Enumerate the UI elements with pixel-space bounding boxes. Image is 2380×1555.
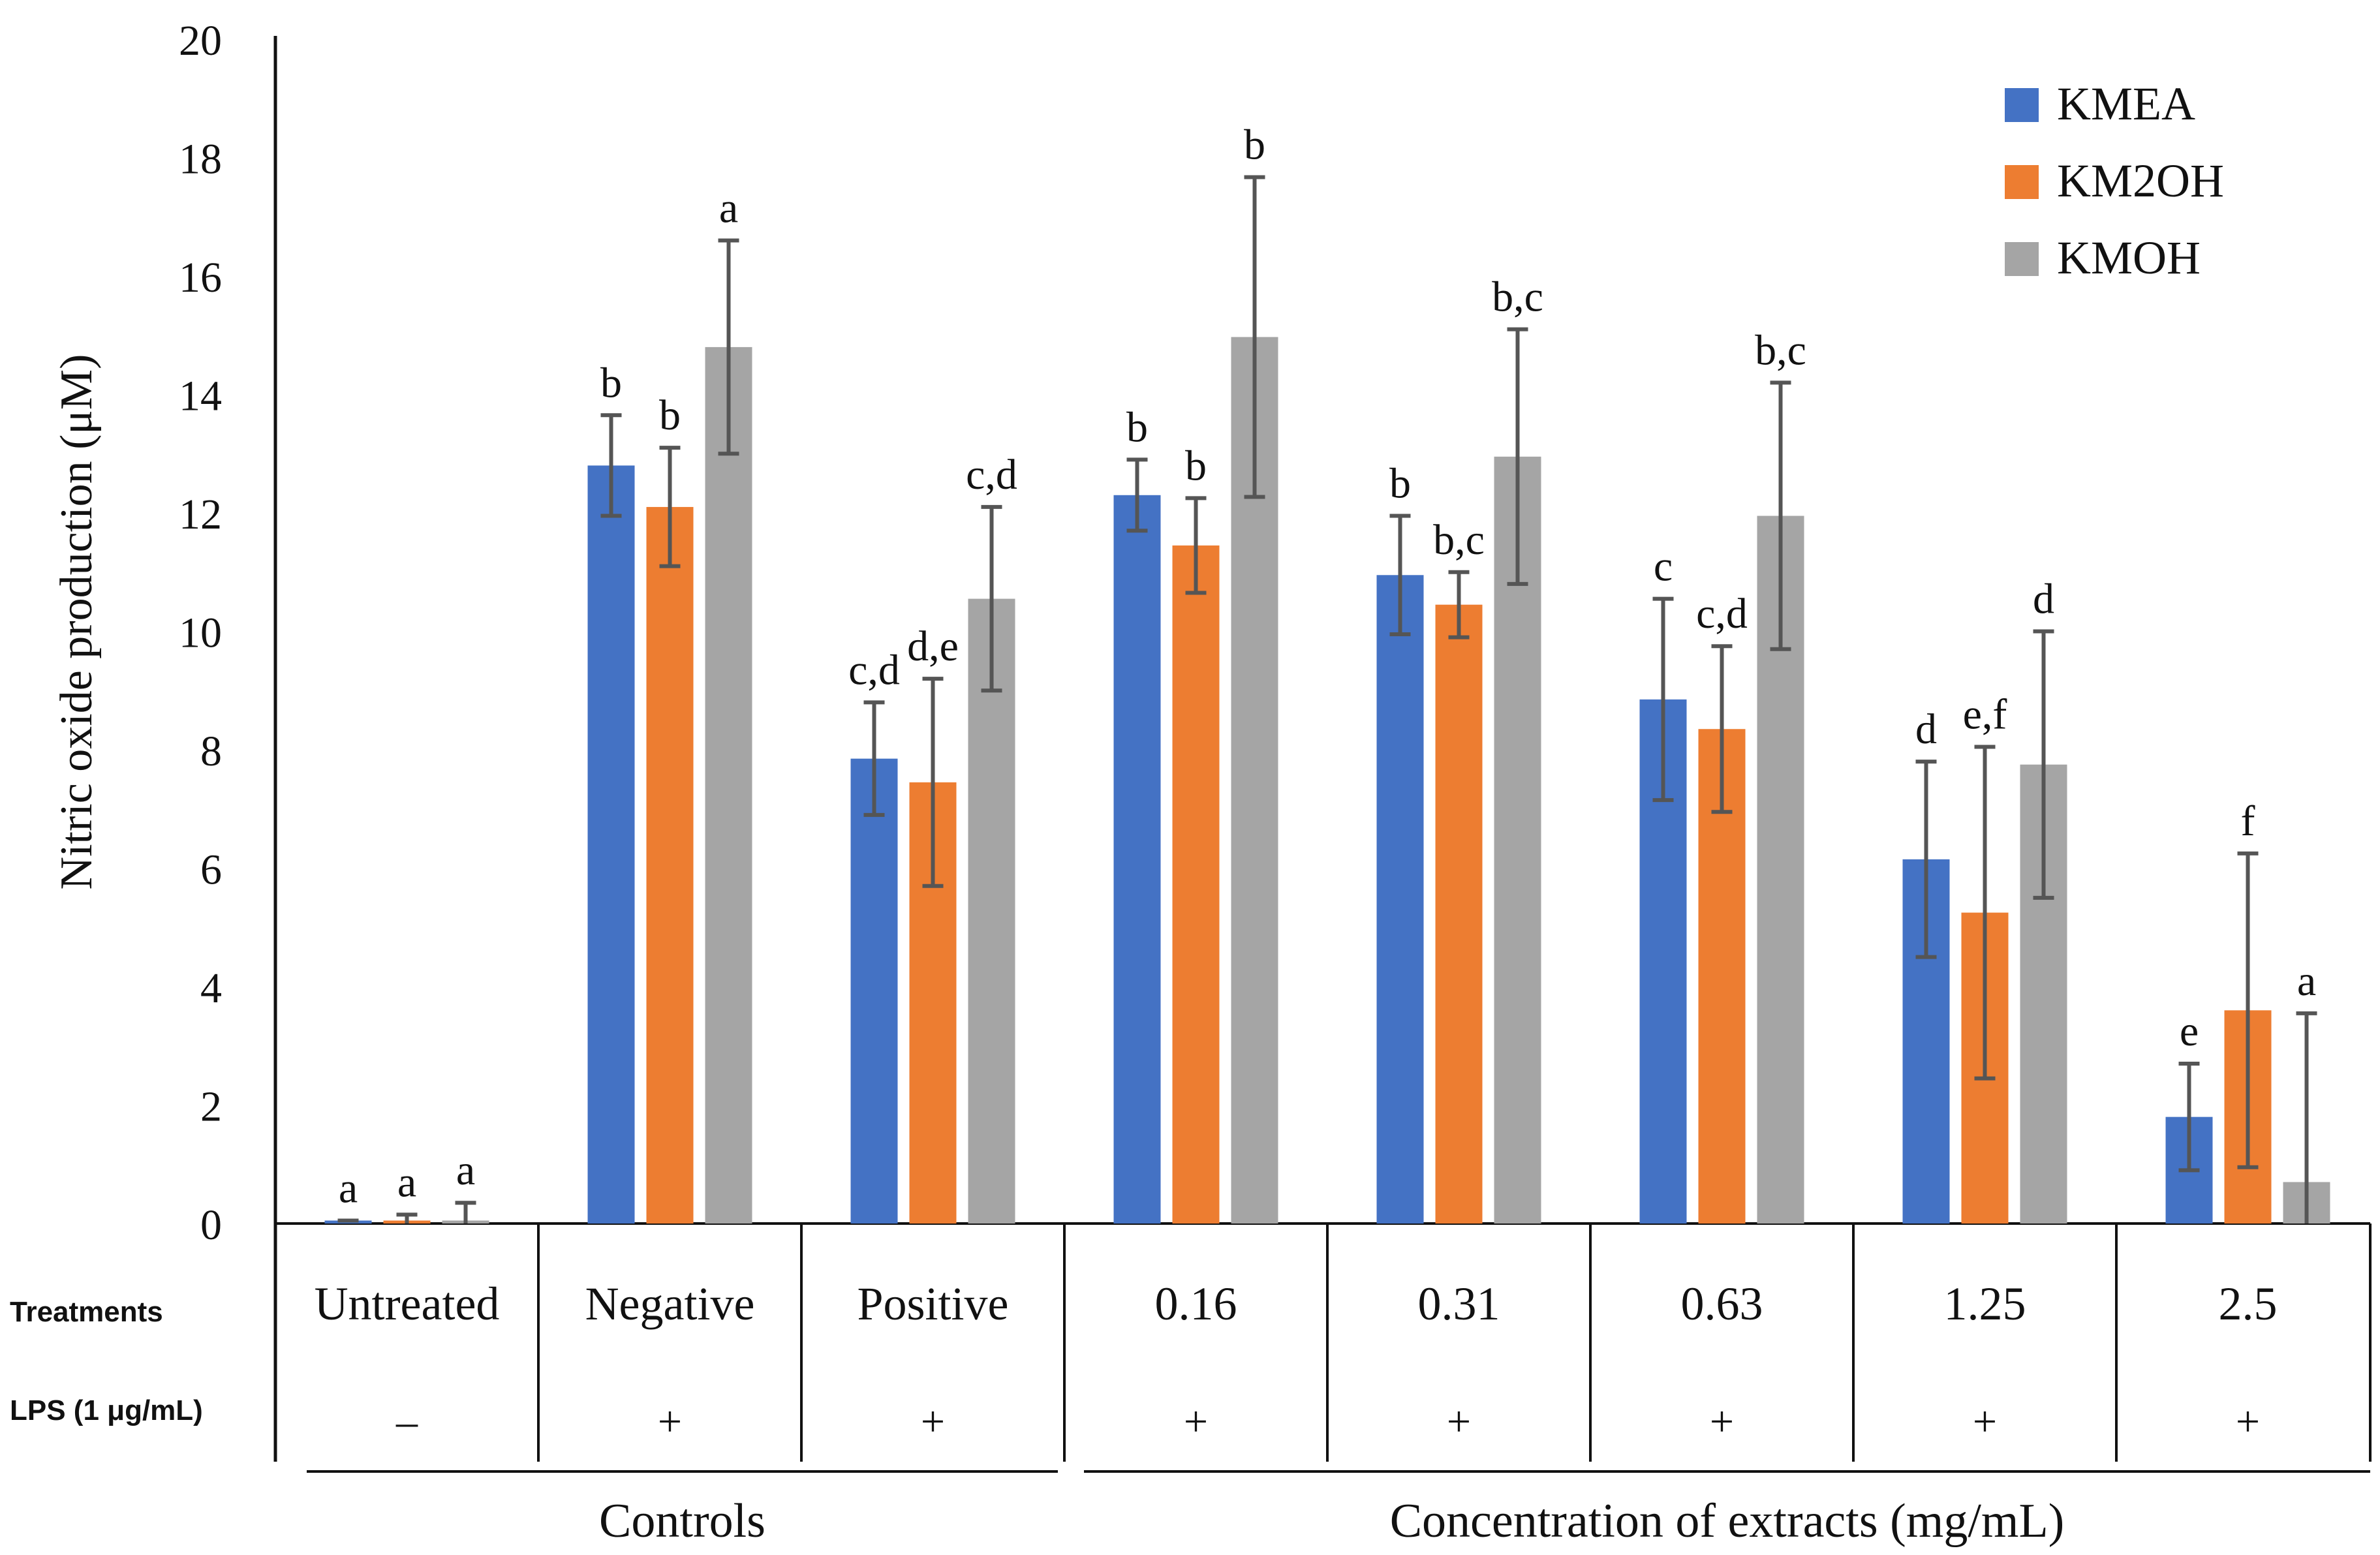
lps-mark: – (395, 1398, 418, 1445)
significance-letter: c,d (1696, 590, 1748, 638)
significance-letter: a (2297, 957, 2316, 1005)
row-label-lps: LPS (1 μg/mL) (10, 1394, 203, 1426)
legend: KMEA KM2OH KMOH (2005, 78, 2224, 284)
category-label: Positive (857, 1278, 1008, 1330)
legend-swatch-kmea (2005, 88, 2039, 122)
row-label-treatments: Treatments (10, 1296, 163, 1328)
y-axis-title: Nitric oxide production (μM) (52, 354, 102, 890)
significance-letter: e,f (1963, 690, 2007, 738)
significance-letter: b (1126, 403, 1148, 451)
y-tick-label: 2 (200, 1083, 222, 1131)
bar-kmoh-2 (968, 598, 1015, 1224)
bar-kmoh-1 (705, 346, 752, 1224)
significance-letter: b (600, 359, 622, 407)
y-tick-label: 20 (179, 17, 222, 65)
lps-mark: + (1710, 1398, 1734, 1445)
y-tick-label: 6 (200, 846, 222, 894)
y-tick-label: 10 (179, 609, 222, 657)
category-label: 0.31 (1418, 1278, 1500, 1330)
y-tick-label: 16 (179, 254, 222, 301)
treatment-table: Untreated – Negative + Positive +0.16 +0.31 +0.… (307, 1224, 2372, 1548)
significance-letter: b,c (1433, 516, 1485, 564)
lps-mark: + (2236, 1398, 2260, 1445)
significance-letter: b,c (1492, 273, 1543, 321)
category-label: 1.25 (1944, 1278, 2026, 1330)
significance-letter: e (2180, 1008, 2199, 1055)
significance-letter: d (1915, 705, 1937, 753)
legend-swatch-km2oh (2005, 165, 2039, 199)
bars-layer (324, 337, 2330, 1224)
y-tick-label: 0 (200, 1201, 222, 1249)
bar-kmea-3 (1113, 495, 1161, 1224)
bar-kmea-1 (587, 465, 635, 1224)
y-tick-label: 8 (200, 728, 222, 775)
legend-label: KM2OH (2057, 155, 2224, 207)
bar-kmea-4 (1376, 575, 1424, 1224)
significance-letter: a (719, 185, 738, 232)
lps-mark: + (658, 1398, 682, 1445)
group-label: Concentration of extracts (mg/mL) (1390, 1494, 2065, 1548)
legend-label: KMOH (2057, 232, 2201, 284)
lps-mark: + (921, 1398, 945, 1445)
bar-kmea-2 (850, 758, 898, 1224)
significance-letter: a (339, 1164, 358, 1212)
legend-swatch-kmoh (2005, 242, 2039, 276)
significance-letter: c,d (966, 451, 1017, 499)
bar-km2oh-1 (646, 506, 694, 1224)
legend-label: KMEA (2057, 78, 2195, 130)
significance-letter: d (2033, 576, 2054, 623)
significance-letter: c (1654, 543, 1673, 591)
bar-km2oh-3 (1172, 545, 1220, 1224)
y-tick-label: 12 (179, 491, 222, 538)
significance-letter: b,c (1755, 326, 1806, 374)
lps-mark: + (1184, 1398, 1208, 1445)
lps-mark: + (1447, 1398, 1471, 1445)
category-label: 2.5 (2219, 1278, 2278, 1330)
category-label: Negative (585, 1278, 755, 1330)
significance-letter: d,e (907, 623, 959, 670)
group-label: Controls (599, 1494, 765, 1548)
significance-letter: b (1244, 121, 1265, 168)
significance-letter: f (2241, 797, 2255, 845)
significance-letter: b (1389, 460, 1411, 508)
category-label: 0.16 (1155, 1278, 1237, 1330)
lps-mark: + (1973, 1398, 1997, 1445)
significance-letter: a (397, 1158, 416, 1206)
category-label: 0.63 (1681, 1278, 1763, 1330)
y-tick-label: 14 (179, 373, 222, 420)
y-tick-label: 4 (200, 964, 222, 1012)
significance-letter: b (659, 392, 681, 439)
error-bars-layer (337, 175, 2317, 1224)
category-label: Untreated (315, 1278, 500, 1330)
significance-letter: c,d (848, 646, 900, 694)
y-tick-label: 18 (179, 136, 222, 183)
significance-letter: b (1185, 442, 1207, 489)
significance-letter: a (456, 1147, 475, 1194)
bar-km2oh-4 (1435, 604, 1483, 1224)
